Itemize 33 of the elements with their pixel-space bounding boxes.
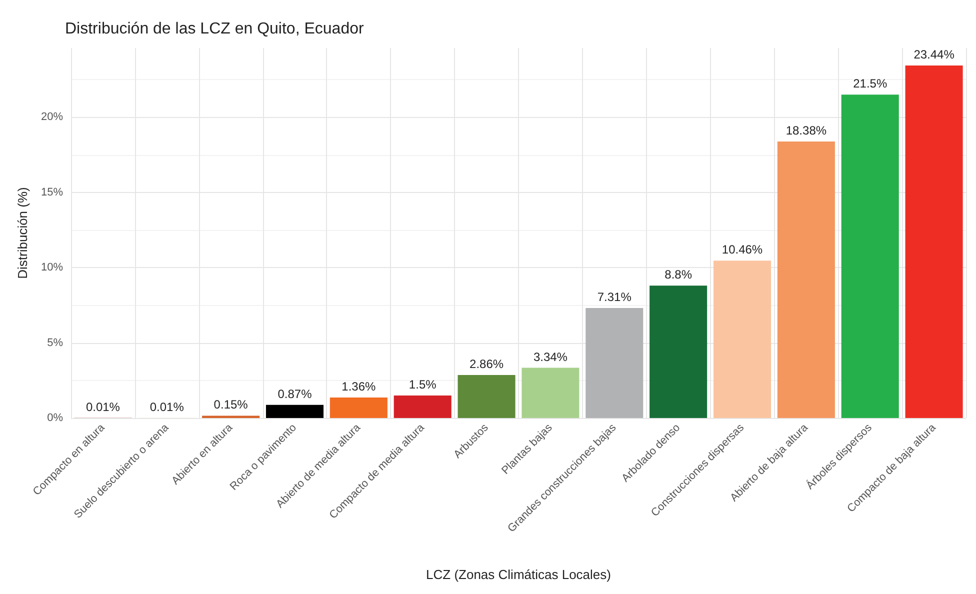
bar [330, 398, 388, 418]
data-label: 0.01% [86, 400, 120, 414]
bar [841, 94, 899, 418]
data-label: 7.31% [597, 290, 632, 304]
data-label: 10.46% [722, 242, 763, 257]
chart-title: Distribución de las LCZ en Quito, Ecuador [65, 20, 364, 38]
x-axis-title: LCZ (Zonas Climáticas Locales) [426, 567, 611, 582]
y-tick-label: 5% [47, 336, 64, 349]
data-label: 23.44% [914, 47, 955, 62]
bar [394, 395, 452, 418]
bar [777, 142, 835, 418]
data-label: 1.36% [342, 380, 376, 394]
data-label: 2.86% [470, 356, 504, 371]
bar [713, 260, 772, 418]
data-label: 8.8% [664, 268, 692, 282]
data-label: 3.34% [533, 350, 568, 364]
bar [650, 286, 708, 418]
data-label: 21.5% [853, 76, 888, 91]
y-axis-title: Distribución (%) [15, 187, 30, 279]
data-label: 0.87% [278, 386, 312, 401]
data-label: 18.38% [786, 124, 827, 138]
data-label: 1.5% [408, 377, 437, 392]
y-tick-label: 20% [40, 111, 64, 124]
y-tick-label: 15% [40, 186, 64, 198]
bar [905, 65, 963, 418]
bar [522, 368, 580, 418]
y-tick-label: 0% [47, 412, 64, 424]
bar [458, 374, 516, 418]
y-tick-label: 10% [40, 262, 64, 274]
bar [586, 308, 644, 418]
data-label: 0.15% [214, 398, 248, 412]
data-label: 0.01% [150, 400, 184, 414]
bar [266, 404, 324, 418]
